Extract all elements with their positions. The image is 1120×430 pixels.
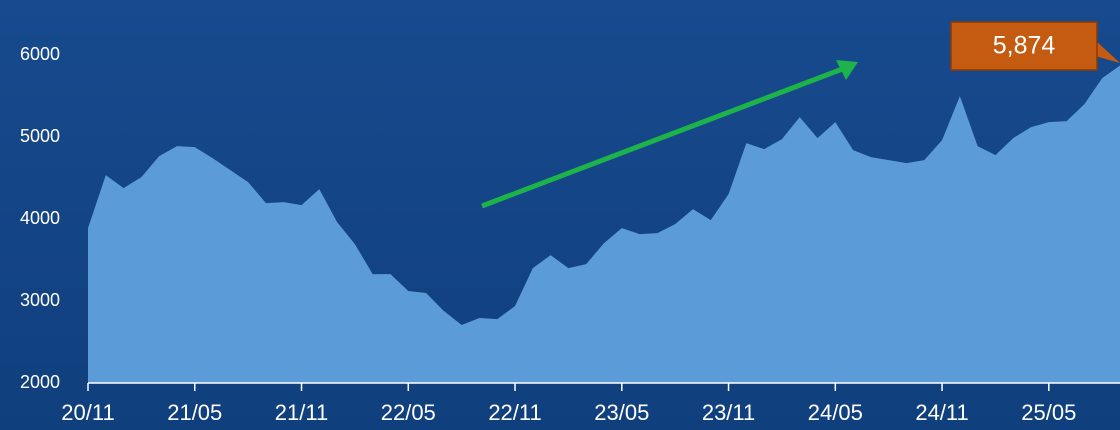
- x-tick-label: 23/05: [594, 400, 649, 425]
- callout-label: 5,874: [993, 32, 1056, 60]
- area: [88, 65, 1120, 384]
- x-tick-label: 25/05: [1021, 400, 1076, 425]
- y-tick-label: 4000: [20, 208, 60, 228]
- y-tick-label: 3000: [20, 290, 60, 310]
- x-tick-label: 22/11: [488, 400, 541, 425]
- x-tick-label: 24/05: [808, 400, 863, 425]
- trend-arrow-shaft: [481, 65, 846, 209]
- x-tick-label: 21/05: [167, 400, 222, 425]
- trend-arrow-head: [836, 60, 858, 80]
- y-tick-label: 5000: [20, 126, 60, 146]
- x-tick-label: 21/11: [275, 400, 328, 425]
- y-tick-label: 6000: [20, 44, 60, 64]
- callout-box: [950, 21, 1098, 71]
- y-tick-label: 2000: [20, 372, 60, 392]
- x-tick-label: 24/11: [915, 400, 968, 425]
- x-tick-label: 22/05: [381, 400, 436, 425]
- plot-area: [88, 65, 1120, 384]
- x-tick-label: 23/11: [702, 400, 755, 425]
- x-tick-label: 20/11: [61, 400, 114, 425]
- callout-pointer: [1095, 40, 1120, 63]
